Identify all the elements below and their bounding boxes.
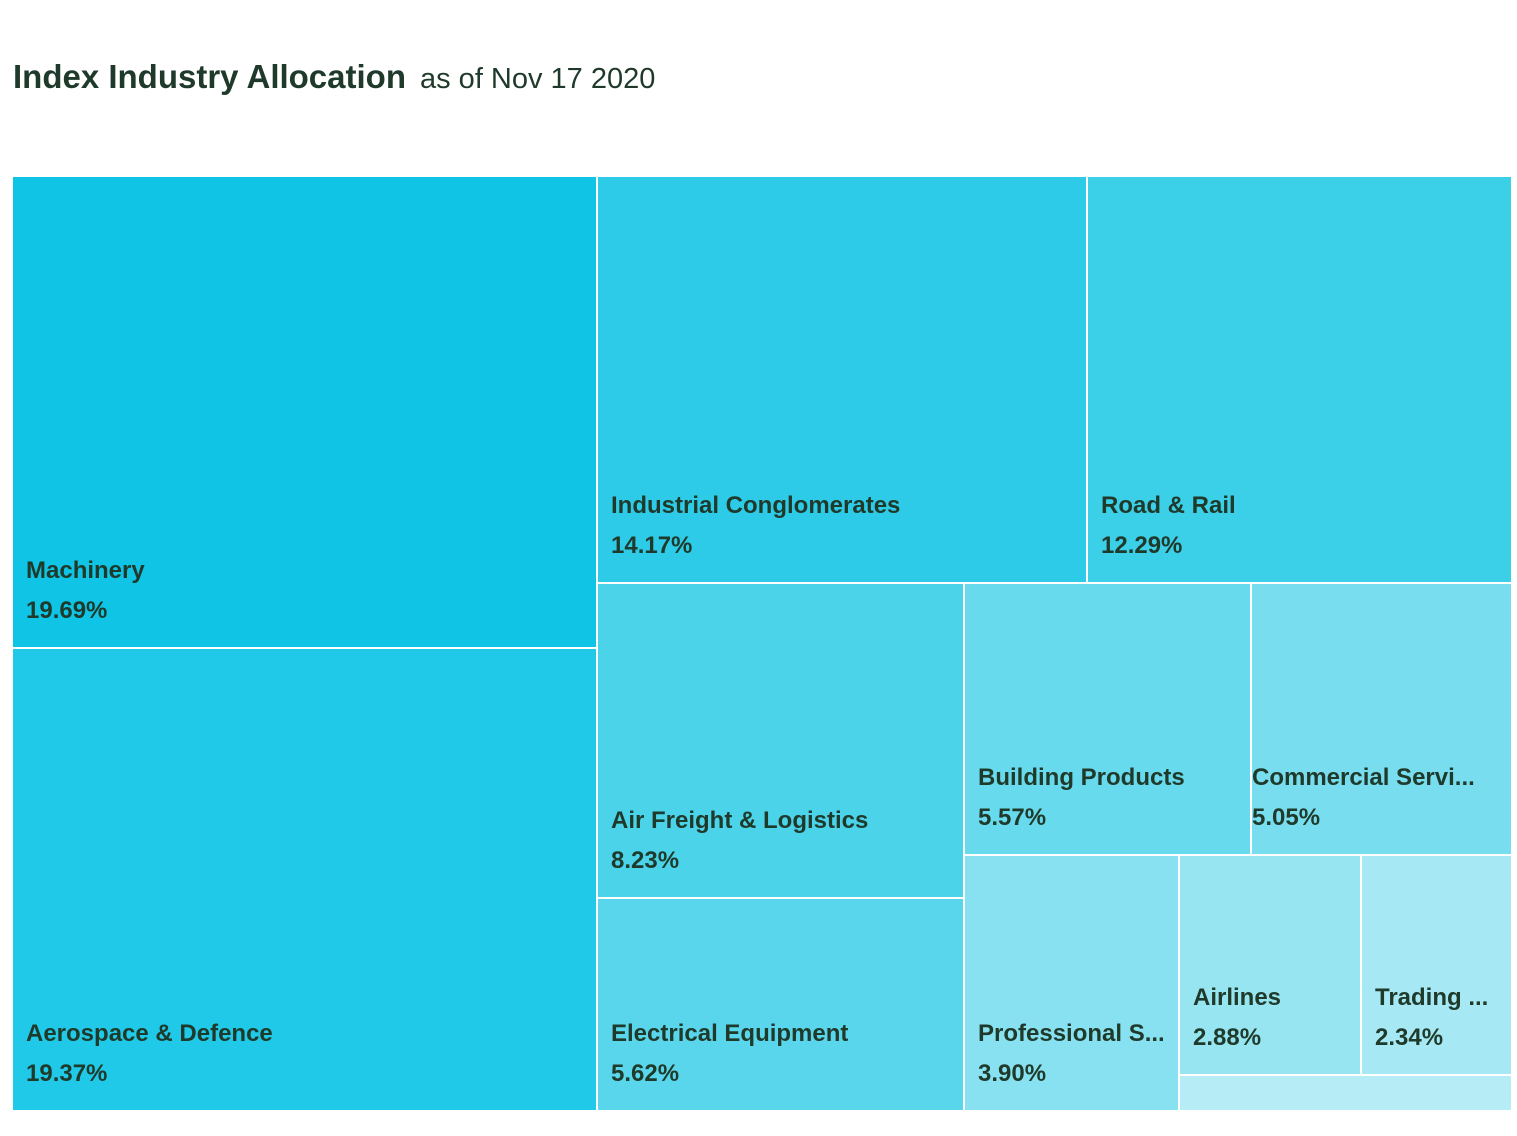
treemap-tile-road-rail[interactable]: Road & Rail 12.29%	[1088, 177, 1513, 584]
treemap-tile-other[interactable]	[1180, 1076, 1513, 1112]
tile-value: 19.37%	[26, 1060, 108, 1087]
treemap-tile-air-freight-logistics[interactable]: Air Freight & Logistics 8.23%	[598, 584, 965, 899]
tile-label: Commercial Servi...	[1252, 764, 1475, 791]
tile-label: Aerospace & Defence	[26, 1020, 273, 1047]
treemap-tile-building-products[interactable]: Building Products 5.57%	[965, 584, 1252, 856]
tile-value: 2.34%	[1375, 1024, 1444, 1051]
treemap-tile-aerospace-defence[interactable]: Aerospace & Defence 19.37%	[13, 649, 598, 1112]
tile-value: 5.62%	[611, 1060, 680, 1087]
tile-label: Airlines	[1193, 984, 1282, 1011]
treemap-tile-trading[interactable]: Trading ... 2.34%	[1362, 856, 1513, 1076]
tile-label: Building Products	[978, 764, 1185, 791]
chart-subtitle: as of Nov 17 2020	[420, 63, 656, 95]
tile-label: Machinery	[26, 557, 145, 584]
tile-value: 19.69%	[26, 597, 108, 624]
tile-value: 14.17%	[611, 532, 693, 559]
tile-value: 8.23%	[611, 847, 680, 874]
tile-label: Air Freight & Logistics	[611, 807, 869, 834]
tile-label: Professional S...	[978, 1020, 1165, 1047]
tile-value: 2.88%	[1193, 1024, 1262, 1051]
treemap-tile-machinery[interactable]: Machinery 19.69%	[13, 177, 598, 649]
treemap-tile-commercial-servi[interactable]: Commercial Servi... 5.05%	[1252, 584, 1513, 856]
treemap-tile-industrial-conglomerates[interactable]: Industrial Conglomerates 14.17%	[598, 177, 1088, 584]
treemap-tile-professional-s[interactable]: Professional S... 3.90%	[965, 856, 1180, 1112]
tile-value: 12.29%	[1101, 532, 1183, 559]
tile-value: 3.90%	[978, 1060, 1047, 1087]
tile-label: Trading ...	[1375, 984, 1489, 1011]
chart-title: Index Industry Allocation	[13, 58, 406, 95]
treemap-tile-electrical-equipment[interactable]: Electrical Equipment 5.62%	[598, 899, 965, 1112]
tile-value: 5.05%	[1252, 804, 1321, 831]
tile-label: Electrical Equipment	[611, 1020, 849, 1047]
tile-label: Industrial Conglomerates	[611, 492, 901, 519]
tile-label: Road & Rail	[1101, 492, 1236, 519]
treemap-tile-airlines[interactable]: Airlines 2.88%	[1180, 856, 1362, 1076]
chart-header: Index Industry Allocation as of Nov 17 20…	[13, 58, 655, 96]
tile-value: 5.57%	[978, 804, 1047, 831]
treemap-chart: Machinery 19.69% Aerospace & Defence 19.37%…	[13, 177, 1513, 1112]
